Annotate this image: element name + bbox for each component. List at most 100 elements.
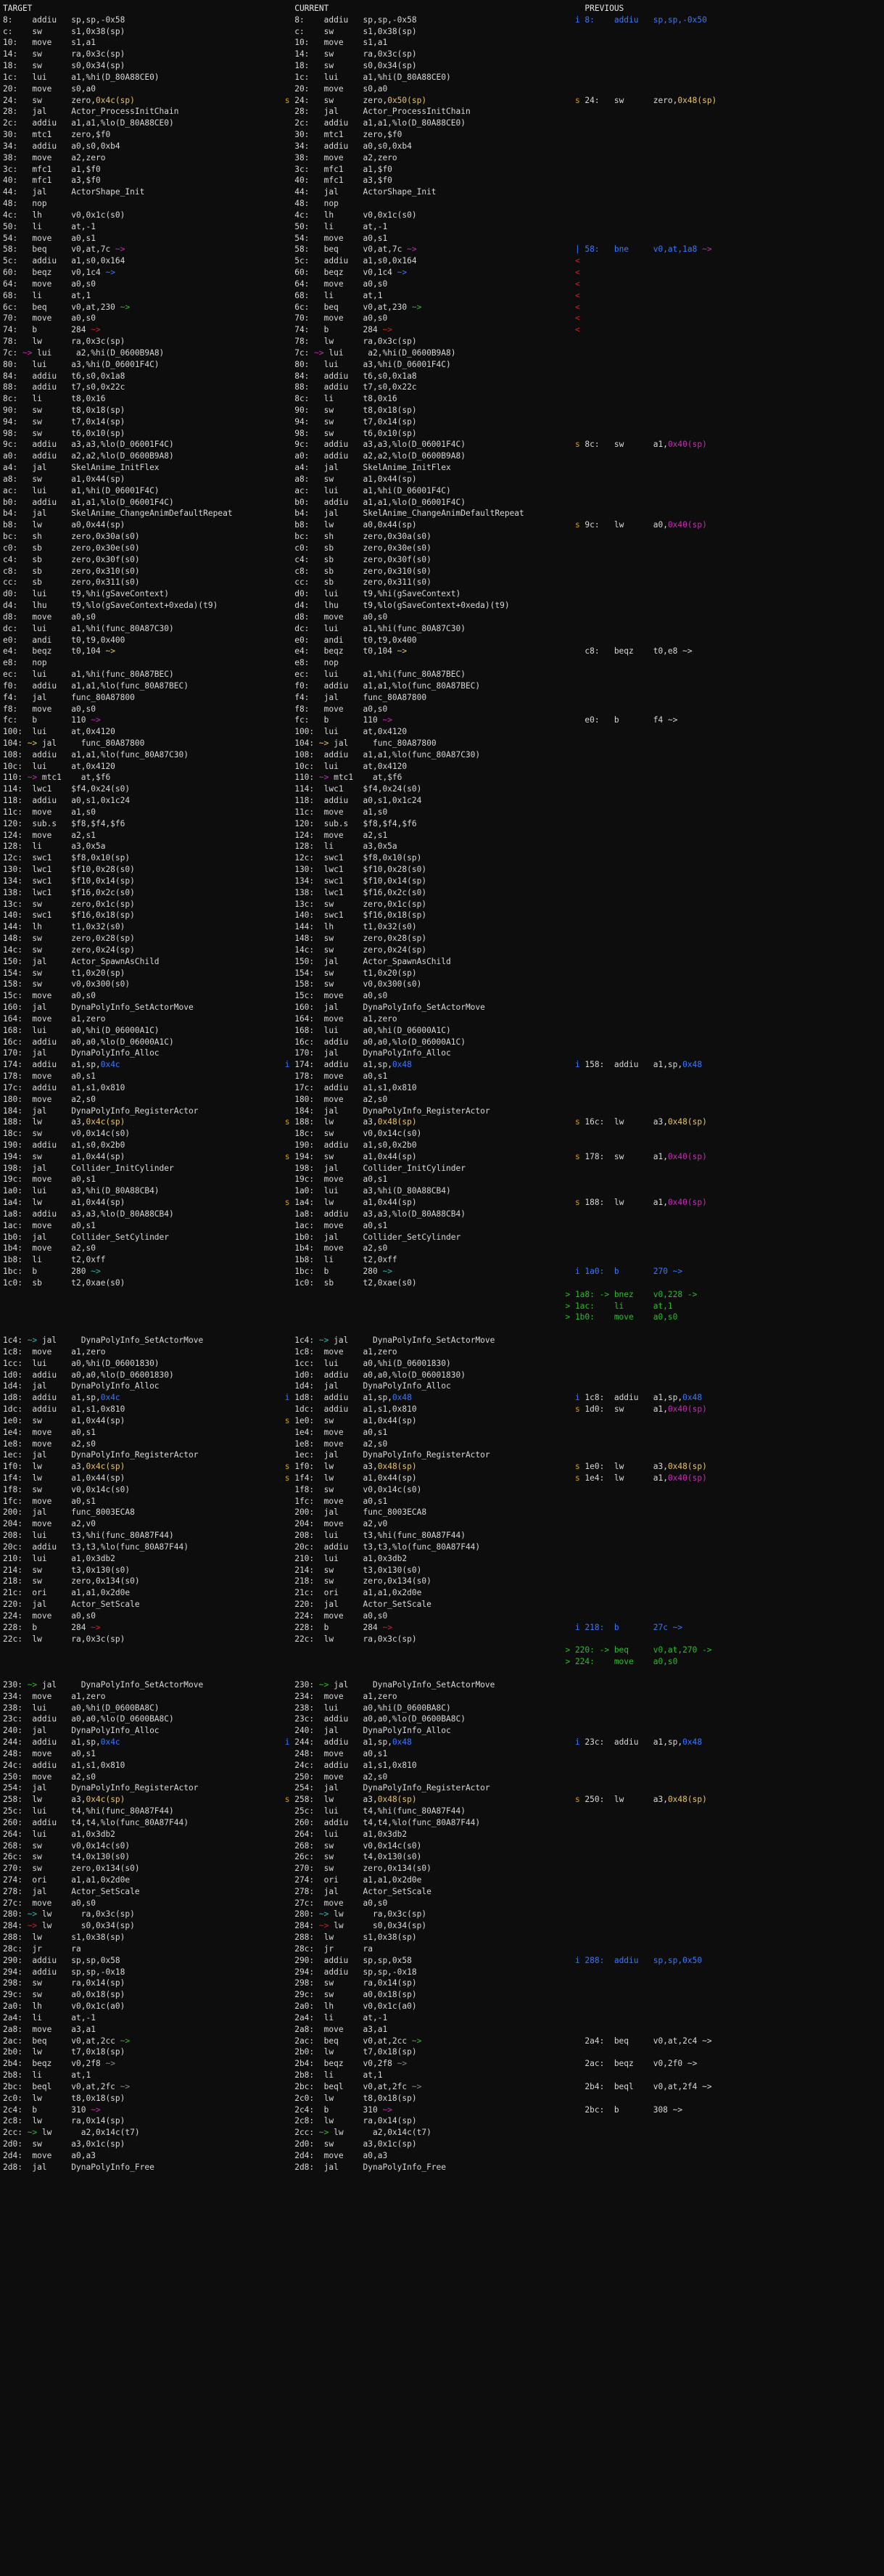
diff-row: 5c: addiu a1,s0,0x164 5c: addiu a1,s0,0x… — [0, 255, 884, 267]
diff-row: 88: addiu t7,s0,0x22c 88: addiu t7,s0,0x… — [0, 382, 884, 393]
asm-text-span: jal DynaPolyInfo_SetActorMove — [37, 1679, 204, 1690]
asm-text-span: 1c8: move a1,zero — [280, 1346, 397, 1357]
asm-text-span: 24: sw zero, — [294, 95, 388, 105]
asm-text-span: 34: addiu a0,s0,0xb4 — [3, 141, 120, 151]
asm-text-span: 220: jal Actor_SetScale — [280, 1600, 431, 1610]
asm-text-span: 50: li at,-1 — [280, 221, 388, 231]
target-column-cell: 220: jal Actor_SetScale — [0, 1599, 280, 1610]
asm-text-span: 0x40(sp) — [667, 1404, 707, 1415]
diff-row: 130: lwc1 $f10,0x28(s0) 130: lwc1 $f10,0… — [0, 864, 884, 876]
asm-text-span: 1b0: jal Collider_SetCylinder — [280, 1232, 461, 1242]
current-column-cell: 15c: move a0,s0 — [280, 990, 555, 1002]
asm-text-span: 14c: sw zero,0x24(sp) — [3, 945, 135, 955]
asm-text-span: 118: addiu a0,s1,0x1c24 — [3, 796, 131, 806]
target-column-cell: 50: li at,-1 — [0, 221, 280, 233]
asm-text-span: 15c: move a0,s0 — [280, 991, 388, 1001]
asm-text-span: 168: lui a0,%hi(D_06000A1C) — [280, 1025, 451, 1035]
target-column-cell: 204: move a2,v0 — [0, 1518, 280, 1530]
previous-column-cell — [555, 887, 884, 899]
diff-row: fc: b 110 ~> fc: b 110 ~> e0: b f4 ~> — [0, 715, 884, 726]
diff-row: 1a8: addiu a3,a3,%lo(D_80A88CB4) 1a8: ad… — [0, 1209, 884, 1220]
previous-column-cell — [555, 106, 884, 118]
asm-text-span: 298: sw ra,0x14(sp) — [3, 1978, 125, 1988]
diff-row: a0: addiu a2,a2,%lo(D_0600B9A8) a0: addi… — [0, 450, 884, 462]
target-column-cell: 140: swc1 $f16,0x18(sp) — [0, 910, 280, 921]
current-column-cell: 164: move a1,zero — [280, 1013, 555, 1025]
current-column-cell: 1c: lui a1,%hi(D_80A88CE0) — [280, 72, 555, 83]
asm-text-span: 26c: sw t4,0x130(s0) — [3, 1852, 131, 1862]
asm-text-span: e0: andi t0,t9,0x400 — [280, 635, 417, 645]
diff-row: 16c: addiu a0,a0,%lo(D_06000A1C) 16c: ad… — [0, 1037, 884, 1048]
previous-column-cell — [555, 1243, 884, 1254]
asm-text-span: 7c: — [280, 347, 315, 358]
asm-text-span: 284: — [280, 1921, 319, 1931]
asm-text-span: 190: addiu a1,s0,0x2b0 — [280, 1140, 417, 1150]
asm-text-span: b0: addiu a1,a1,%lo(D_06001F4C) — [280, 497, 466, 507]
previous-column-cell — [555, 623, 884, 635]
diff-row: 234: move a1,zero 234: move a1,zero — [0, 1691, 884, 1703]
asm-text-span: 190: addiu a1,s0,0x2b0 — [3, 1140, 125, 1150]
current-column-cell: 18c: sw v0,0x14c(s0) — [280, 1128, 555, 1140]
current-column-cell: 2c4: b 310 ~> — [280, 2104, 555, 2116]
current-column-cell: a8: sw a1,0x44(sp) — [280, 474, 555, 485]
diff-row: > 220: -> beq v0,at,270 -> — [0, 1645, 884, 1656]
current-column-cell: 50: li at,-1 — [280, 221, 555, 233]
asm-text-span: 0x48 — [682, 1060, 703, 1070]
asm-text-span: 188: lw a1, — [584, 1198, 668, 1208]
target-column-cell: bc: sh zero,0x30a(s0) — [0, 531, 280, 543]
diff-row: 254: jal DynaPolyInfo_RegisterActor 254:… — [0, 1782, 884, 1794]
diff-row: ac: lui a1,%hi(D_06001F4C) ac: lui a1,%h… — [0, 485, 884, 497]
diff-viewport[interactable]: TARGET CURRENT PREVIOUS 8: addiu sp,sp,-0… — [0, 0, 884, 2173]
asm-text-span: s — [280, 1117, 295, 1127]
asm-text-span: 29c: sw a0,0x18(sp) — [280, 1990, 417, 2000]
previous-column-cell — [555, 749, 884, 761]
current-column-cell: 6c: beq v0,at,230 ~> — [280, 302, 555, 313]
diff-row: 14: sw ra,0x3c(sp) 14: sw ra,0x3c(sp) — [0, 49, 884, 60]
asm-text-span: 0x48(sp) — [377, 1462, 417, 1472]
asm-text-span: lw a2,0x14c(t7) — [329, 2128, 431, 2138]
asm-text-span: 1ac: move a0,s1 — [3, 1220, 96, 1230]
previous-column-cell — [555, 1989, 884, 2001]
asm-text-span: 78: lw ra,0x3c(sp) — [280, 337, 417, 347]
current-column-cell: 198: jal Collider_InitCylinder — [280, 1163, 555, 1174]
asm-text-span: 178: move a0,s1 — [3, 1071, 96, 1082]
target-column-cell: 8: addiu sp,sp,-0x58 — [0, 15, 280, 26]
asm-text-span: e0: andi t0,t9,0x400 — [3, 635, 125, 645]
asm-text-span: 1b8: li t2,0xff — [3, 1255, 106, 1265]
previous-column-cell — [555, 393, 884, 405]
current-column-cell: 168: lui a0,%hi(D_06000A1C) — [280, 1025, 555, 1037]
asm-text-span: 50: li at,-1 — [3, 221, 96, 231]
target-column-cell: 1c0: sb t2,0xae(s0) — [0, 1277, 280, 1289]
diff-row: 30: mtc1 zero,$f0 30: mtc1 zero,$f0 — [0, 129, 884, 141]
previous-column-cell — [555, 1610, 884, 1622]
current-column-cell: 160: jal DynaPolyInfo_SetActorMove — [280, 1002, 555, 1013]
current-column-cell: cc: sb zero,0x311(s0) — [280, 577, 555, 588]
asm-text-span: 24c: addiu a1,s1,0x810 — [3, 1760, 125, 1770]
diff-row: 28c: jr ra 28c: jr ra — [0, 1943, 884, 1955]
current-column-cell: 144: lh t1,0x32(s0) — [280, 921, 555, 933]
asm-text-span: s — [555, 1151, 585, 1161]
diff-row: 1f0: lw a3,0x4c(sp) s 1f0: lw a3,0x48(sp… — [0, 1461, 884, 1473]
asm-text-span: 188: lw a3, — [294, 1117, 378, 1127]
asm-text-span: 2c8: lw ra,0x14(sp) — [3, 2116, 125, 2126]
asm-text-span: ~> — [27, 1909, 38, 1919]
current-column-cell: 170: jal DynaPolyInfo_Alloc — [280, 1048, 555, 1059]
current-column-cell: d0: lui t9,%hi(gSaveContext) — [280, 588, 555, 600]
current-column-cell: 1e4: move a0,s1 — [280, 1427, 555, 1439]
current-column-cell: c8: sb zero,0x310(s0) — [280, 566, 555, 577]
asm-text-span: ~> — [702, 2081, 712, 2091]
asm-text-span: 1a0: lui a3,%hi(D_80A88CB4) — [280, 1186, 451, 1196]
previous-column-cell — [555, 1346, 884, 1358]
asm-text-span: 2d8: jal DynaPolyInfo_Free — [280, 2162, 447, 2172]
previous-column-cell: s 16c: lw a3,0x48(sp) — [555, 1116, 884, 1128]
asm-text-span: 184: jal DynaPolyInfo_RegisterActor — [280, 1106, 490, 1116]
current-column-cell: 2c: addiu a1,a1,%lo(D_80A88CE0) — [280, 118, 555, 129]
target-column-cell: 10c: lui at,0x4120 — [0, 761, 280, 773]
current-column-cell: 100: lui at,0x4120 — [280, 726, 555, 738]
current-column-cell: 21c: ori a1,a1,0x2d0e — [280, 1587, 555, 1599]
target-column-cell: 164: move a1,zero — [0, 1013, 280, 1025]
previous-column-cell: < — [555, 255, 884, 267]
asm-text-span: 40: mfc1 a3,$f0 — [280, 176, 392, 186]
current-column-cell: 1a8: addiu a3,a3,%lo(D_80A88CB4) — [280, 1209, 555, 1220]
target-column-cell: 5c: addiu a1,s0,0x164 — [0, 255, 280, 267]
